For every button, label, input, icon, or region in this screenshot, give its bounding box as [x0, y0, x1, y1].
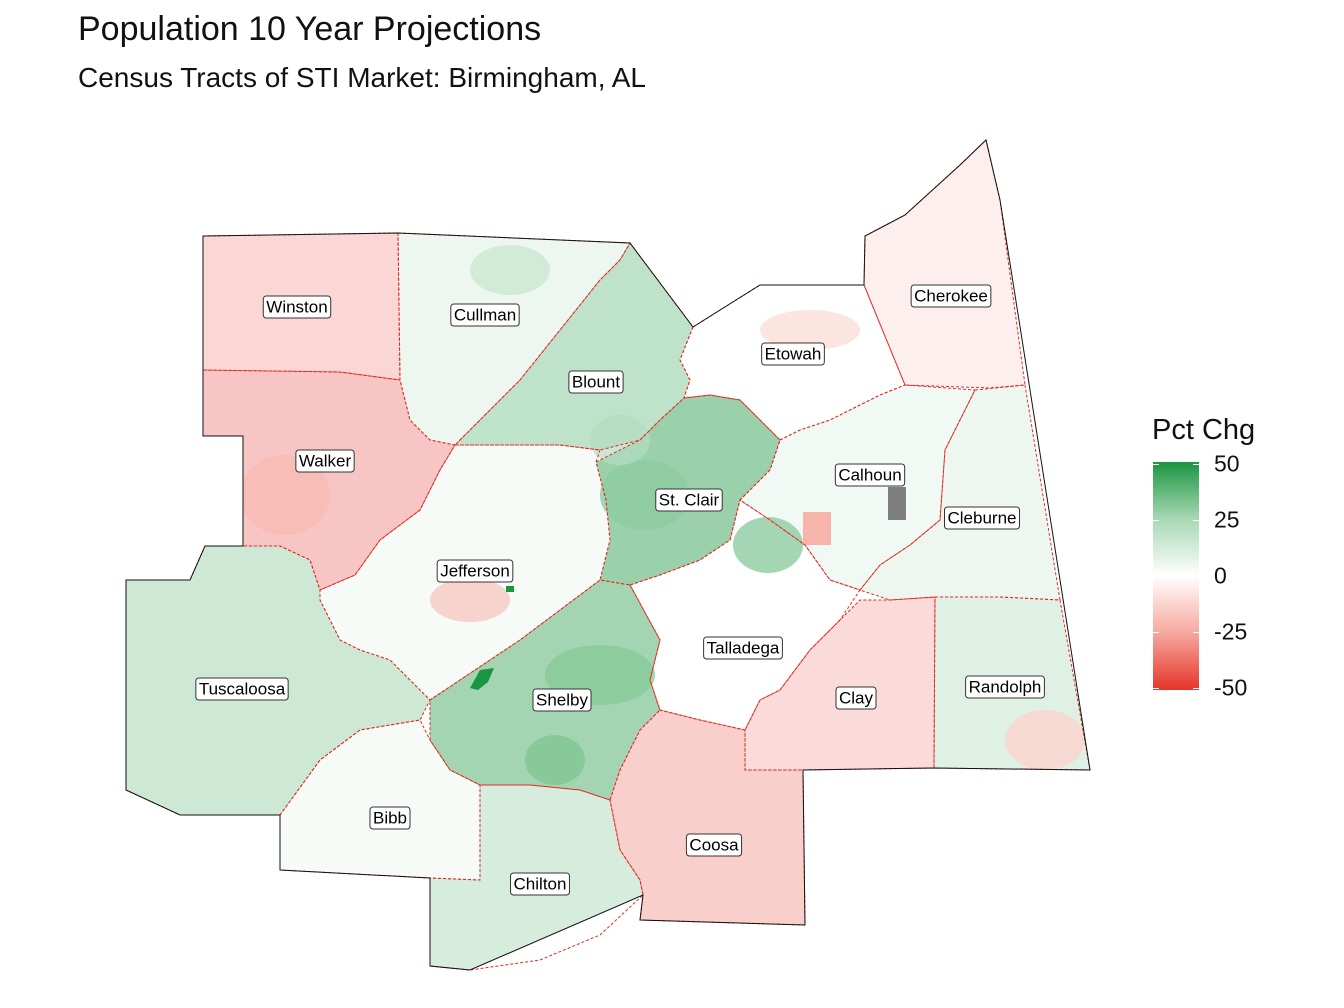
label-walker: Walker	[295, 449, 355, 473]
county-labels: Winston Cullman Blount Etowah Cherokee Walker…	[195, 284, 1045, 896]
tract-cluster-shelby-south	[525, 735, 585, 785]
svg-text:Walker: Walker	[299, 451, 352, 470]
label-cleburne: Cleburne	[944, 506, 1020, 530]
tract-cluster-walker-decline	[240, 455, 330, 535]
svg-text:Bibb: Bibb	[373, 808, 407, 827]
legend-tick-mark	[1193, 688, 1199, 689]
tract-cluster-stclair	[600, 460, 690, 530]
svg-text:Talladega: Talladega	[707, 638, 780, 657]
legend-tick-mark	[1193, 520, 1199, 521]
svg-text:Randolph: Randolph	[969, 677, 1042, 696]
county-coosa	[610, 710, 805, 925]
svg-text:Jefferson: Jefferson	[440, 561, 510, 580]
tract-calhoun-decline	[803, 512, 831, 545]
label-etowah: Etowah	[761, 342, 825, 366]
county-walker	[203, 370, 455, 590]
legend-tick-mark	[1193, 632, 1199, 633]
svg-text:St. Clair: St. Clair	[659, 490, 720, 509]
svg-text:Winston: Winston	[266, 297, 327, 316]
market-outline	[125, 139, 1091, 971]
tract-highlights	[240, 245, 1085, 785]
tract-hoover-high-growth	[470, 668, 494, 690]
county-border-randolph	[933, 596, 1091, 771]
county-blount	[455, 243, 693, 450]
county-bibb	[280, 720, 480, 880]
svg-text:Calhoun: Calhoun	[838, 465, 901, 484]
tract-cluster-jefferson-decline	[430, 578, 510, 622]
legend-tick-mark	[1153, 576, 1159, 577]
label-cullman: Cullman	[450, 303, 520, 327]
tract-cluster-randolph-decline	[1005, 710, 1085, 770]
label-bibb: Bibb	[369, 806, 411, 830]
county-cullman	[398, 233, 630, 445]
map-title: Population 10 Year Projections	[78, 10, 542, 48]
legend-tick-label: -50	[1214, 674, 1248, 701]
tract-cluster-east-stclair	[733, 517, 803, 573]
legend-title: Pct Chg	[1152, 414, 1256, 446]
legend-tick-label: -25	[1214, 618, 1248, 645]
label-jefferson: Jefferson	[436, 559, 514, 583]
tract-cluster-cullman-growth	[470, 245, 550, 295]
tract-calhoun-na	[888, 487, 906, 520]
label-calhoun: Calhoun	[834, 463, 906, 487]
svg-text:Chilton: Chilton	[514, 874, 567, 893]
legend-tick-mark	[1153, 632, 1159, 633]
label-clay: Clay	[835, 686, 877, 710]
svg-text:Blount: Blount	[572, 372, 620, 391]
svg-text:Coosa: Coosa	[689, 835, 739, 854]
legend: Pct Chg 50 25 0 -25 -50	[1150, 414, 1260, 714]
label-shelby: Shelby	[532, 688, 592, 712]
label-coosa: Coosa	[685, 833, 743, 857]
legend-tick-label: 0	[1214, 562, 1227, 589]
svg-text:Clay: Clay	[839, 688, 874, 707]
label-cherokee: Cherokee	[910, 284, 992, 308]
county-talladega	[630, 500, 860, 730]
county-border-coosa	[609, 709, 806, 926]
label-tuscaloosa: Tuscaloosa	[195, 677, 289, 701]
county-fills	[126, 140, 1090, 970]
label-stclair: St. Clair	[655, 488, 723, 512]
legend-tick-mark	[1193, 576, 1199, 577]
svg-text:Cullman: Cullman	[454, 305, 516, 324]
svg-text:Cleburne: Cleburne	[948, 508, 1017, 527]
tract-cluster-blount-growth	[590, 415, 650, 465]
tract-cluster-etowah-decline	[760, 310, 860, 350]
legend-colorbar	[1153, 462, 1199, 690]
county-border-talladega	[629, 499, 861, 731]
svg-text:Etowah: Etowah	[765, 344, 822, 363]
legend-tick-mark	[1193, 464, 1199, 465]
map-subtitle: Census Tracts of STI Market: Birmingham,…	[78, 62, 646, 93]
legend-tick-label: 25	[1214, 506, 1240, 533]
label-randolph: Randolph	[965, 675, 1045, 699]
svg-text:Tuscaloosa: Tuscaloosa	[199, 679, 286, 698]
county-clay	[745, 597, 935, 770]
label-talladega: Talladega	[703, 636, 783, 660]
legend-tick-mark	[1153, 520, 1159, 521]
label-winston: Winston	[262, 295, 332, 319]
legend-tick-mark	[1153, 688, 1159, 689]
county-cleburne	[860, 385, 1060, 600]
legend-tick-mark	[1153, 464, 1159, 465]
county-border-clay	[744, 596, 936, 771]
county-border-cleburne	[859, 384, 1061, 601]
tract-jefferson-growth	[506, 586, 514, 592]
legend-tick-label: 50	[1214, 450, 1240, 477]
county-cherokee	[864, 140, 1025, 388]
label-blount: Blount	[568, 370, 624, 394]
svg-text:Cherokee: Cherokee	[914, 286, 988, 305]
svg-text:Shelby: Shelby	[536, 690, 588, 709]
label-chilton: Chilton	[510, 872, 570, 896]
